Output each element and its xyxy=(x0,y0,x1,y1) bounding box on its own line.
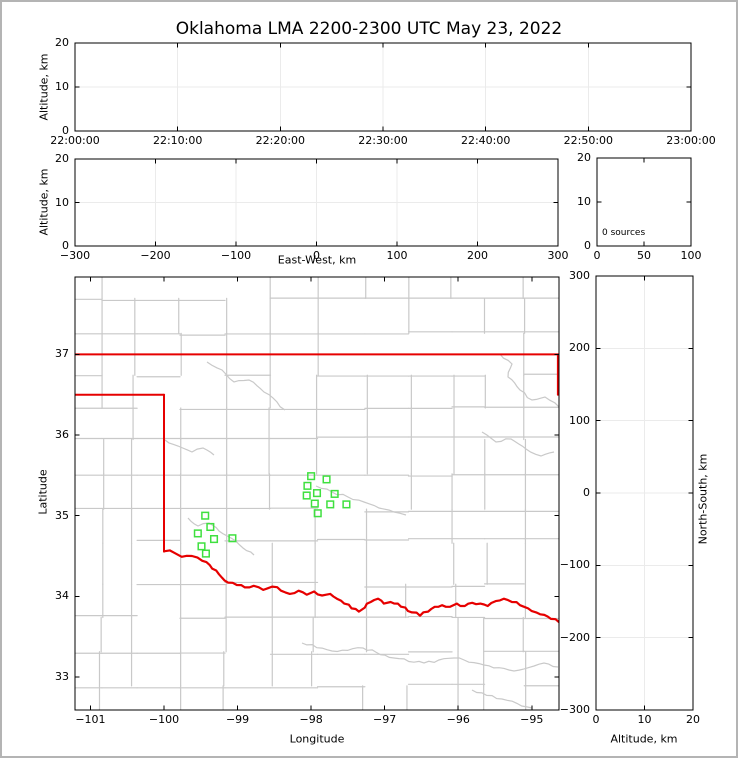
tick-label: 200 xyxy=(467,249,488,262)
tick-label: −300 xyxy=(559,703,590,716)
tick-label: 0 xyxy=(592,713,600,726)
axis-label-longitude: Longitude xyxy=(289,732,345,746)
panel-time-height xyxy=(74,42,692,132)
station-marker xyxy=(209,535,219,544)
station-marker xyxy=(206,522,215,532)
station-marker xyxy=(322,475,331,484)
tick-label: 22:50:00 xyxy=(563,134,614,147)
tick-label: 22:00:00 xyxy=(50,134,100,147)
tick-label: 10 xyxy=(637,713,652,726)
station-marker xyxy=(310,499,319,508)
river-line xyxy=(301,642,559,672)
tick-label: 20 xyxy=(577,151,591,164)
station-marker xyxy=(193,529,202,538)
state-border xyxy=(75,353,559,624)
tick-label: 36 xyxy=(55,428,69,442)
panel-ns-height xyxy=(595,275,694,711)
tick-label: −97 xyxy=(373,713,397,726)
station-marker xyxy=(342,500,351,509)
tick-label: 0 xyxy=(313,249,320,262)
tick-label: −100 xyxy=(559,558,590,572)
tick-label: 0 xyxy=(62,124,69,137)
tick-label: −100 xyxy=(220,249,252,262)
tick-label: 20 xyxy=(55,36,69,49)
station-marker xyxy=(228,534,237,543)
station-marker xyxy=(303,481,312,490)
tick-label: 20 xyxy=(55,152,69,165)
panel-plan-map xyxy=(74,276,560,711)
river-line xyxy=(187,517,255,556)
river-line xyxy=(481,431,555,457)
tick-label: −101 xyxy=(75,713,106,726)
tick-label: −200 xyxy=(559,630,590,644)
map-content xyxy=(75,277,559,710)
river-line xyxy=(164,439,215,456)
county-lines xyxy=(75,277,559,710)
tick-label: 10 xyxy=(55,80,69,93)
axis-label-altitude-ns-panel: Altitude, km xyxy=(610,732,678,746)
tick-label: 100 xyxy=(386,249,408,262)
tick-label: −99 xyxy=(225,713,250,726)
river-line xyxy=(499,353,559,408)
tick-label: 100 xyxy=(569,413,590,427)
tick-label: 22:10:00 xyxy=(152,134,203,147)
tick-label: 300 xyxy=(569,269,590,282)
tick-label: −98 xyxy=(299,713,323,726)
tick-label: 22:20:00 xyxy=(255,134,306,147)
tick-label: −96 xyxy=(446,713,470,726)
tick-label: −95 xyxy=(520,713,544,726)
station-marker xyxy=(302,491,311,500)
tick-label: 0 xyxy=(583,486,590,499)
tick-label: 20 xyxy=(686,713,700,726)
tick-label: 10 xyxy=(55,195,69,209)
tick-label: 50 xyxy=(637,249,651,262)
station-marker xyxy=(326,500,335,509)
tick-label: 300 xyxy=(547,249,569,262)
sources-count-annotation: 0 sources xyxy=(602,228,646,238)
station-markers xyxy=(193,472,351,558)
station-marker xyxy=(313,509,322,518)
river-line xyxy=(471,689,533,709)
panel-altitude-histogram xyxy=(596,157,692,247)
tick-label: −300 xyxy=(59,249,91,262)
tick-label: 200 xyxy=(569,341,590,355)
station-marker xyxy=(312,489,322,498)
tick-label: 0 xyxy=(584,239,591,252)
tick-label: 37 xyxy=(55,347,69,361)
station-marker xyxy=(330,489,339,498)
tick-label: 34 xyxy=(55,589,69,603)
panel-ew-height xyxy=(74,158,559,247)
tick-label: 10 xyxy=(577,195,591,208)
tick-label: 0 xyxy=(62,239,69,252)
axis-label-north-south: North-South, km xyxy=(696,453,710,545)
tick-label: 33 xyxy=(55,669,69,683)
station-marker xyxy=(197,542,206,551)
tick-label: 0 xyxy=(593,249,601,262)
tick-label: 22:30:00 xyxy=(358,134,408,147)
figure-title: Oklahoma LMA 2200-2300 UTC May 23, 2022 xyxy=(175,19,563,39)
station-marker xyxy=(201,511,210,520)
tick-label: −100 xyxy=(148,713,180,726)
tick-label: 23:00:00 xyxy=(666,134,716,147)
tick-label: 35 xyxy=(55,508,69,522)
axis-label-east-west: East-West, km xyxy=(277,253,357,267)
tick-label: 22:40:00 xyxy=(460,134,511,147)
state-border-red-river xyxy=(163,549,559,624)
station-marker xyxy=(201,549,210,558)
river-line xyxy=(206,361,286,411)
tick-label: 100 xyxy=(680,249,702,262)
station-marker xyxy=(307,472,316,481)
tick-label: −200 xyxy=(140,249,171,262)
